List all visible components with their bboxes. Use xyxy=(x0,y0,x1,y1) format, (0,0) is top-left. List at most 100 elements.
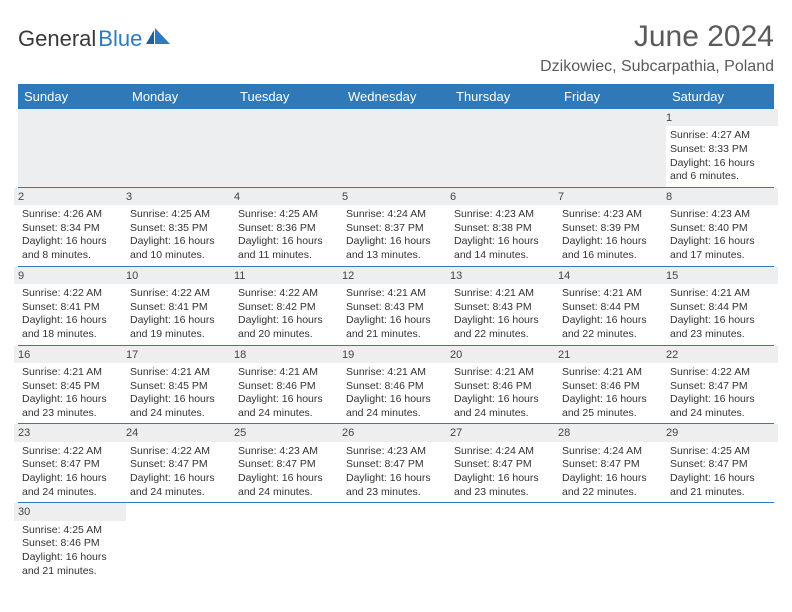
daylight-line: Daylight: 16 hours and 23 minutes. xyxy=(670,314,770,341)
day-info: Sunrise: 4:24 AMSunset: 8:47 PMDaylight:… xyxy=(450,444,558,503)
day-info: Sunrise: 4:26 AMSunset: 8:34 PMDaylight:… xyxy=(18,207,126,266)
daylight-line: Daylight: 16 hours and 23 minutes. xyxy=(346,472,446,499)
sunrise-line: Sunrise: 4:25 AM xyxy=(670,445,770,459)
sunrise-line: Sunrise: 4:24 AM xyxy=(454,445,554,459)
day-number: 8 xyxy=(662,188,778,205)
sunset-line: Sunset: 8:44 PM xyxy=(670,301,770,315)
daylight-line: Daylight: 16 hours and 24 minutes. xyxy=(22,472,122,499)
sunset-line: Sunset: 8:46 PM xyxy=(238,380,338,394)
day-info: Sunrise: 4:25 AMSunset: 8:36 PMDaylight:… xyxy=(234,207,342,266)
day-number: 3 xyxy=(122,188,238,205)
header: GeneralBlue June 2024 Dzikowiec, Subcarp… xyxy=(18,20,774,76)
sunset-line: Sunset: 8:47 PM xyxy=(130,458,230,472)
calendar-empty xyxy=(558,503,666,581)
calendar-day: 28Sunrise: 4:24 AMSunset: 8:47 PMDayligh… xyxy=(558,424,666,503)
day-info: Sunrise: 4:25 AMSunset: 8:46 PMDaylight:… xyxy=(18,523,126,582)
day-info: Sunrise: 4:21 AMSunset: 8:44 PMDaylight:… xyxy=(666,286,774,345)
calendar-empty xyxy=(558,109,666,187)
day-info: Sunrise: 4:22 AMSunset: 8:42 PMDaylight:… xyxy=(234,286,342,345)
sunrise-line: Sunrise: 4:22 AM xyxy=(22,445,122,459)
day-number: 6 xyxy=(446,188,562,205)
daylight-line: Daylight: 16 hours and 24 minutes. xyxy=(238,472,338,499)
day-info: Sunrise: 4:21 AMSunset: 8:46 PMDaylight:… xyxy=(342,365,450,424)
sunrise-line: Sunrise: 4:23 AM xyxy=(670,208,770,222)
sunrise-line: Sunrise: 4:24 AM xyxy=(346,208,446,222)
daylight-line: Daylight: 16 hours and 13 minutes. xyxy=(346,235,446,262)
sunrise-line: Sunrise: 4:21 AM xyxy=(454,366,554,380)
daylight-line: Daylight: 16 hours and 21 minutes. xyxy=(22,551,122,578)
calendar-day: 30Sunrise: 4:25 AMSunset: 8:46 PMDayligh… xyxy=(18,503,126,581)
logo-text-general: General xyxy=(18,26,96,52)
sunrise-line: Sunrise: 4:25 AM xyxy=(238,208,338,222)
daylight-line: Daylight: 16 hours and 16 minutes. xyxy=(562,235,662,262)
sunrise-line: Sunrise: 4:22 AM xyxy=(238,287,338,301)
sunset-line: Sunset: 8:41 PM xyxy=(22,301,122,315)
sunrise-line: Sunrise: 4:24 AM xyxy=(562,445,662,459)
sunrise-line: Sunrise: 4:21 AM xyxy=(238,366,338,380)
sunset-line: Sunset: 8:47 PM xyxy=(562,458,662,472)
sunset-line: Sunset: 8:46 PM xyxy=(346,380,446,394)
day-number: 16 xyxy=(14,346,130,363)
sunset-line: Sunset: 8:46 PM xyxy=(22,537,122,551)
calendar-week: 1Sunrise: 4:27 AMSunset: 8:33 PMDaylight… xyxy=(18,109,774,187)
day-number: 19 xyxy=(338,346,454,363)
weekday-header: Monday xyxy=(126,84,234,109)
sunrise-line: Sunrise: 4:22 AM xyxy=(130,287,230,301)
calendar-day: 25Sunrise: 4:23 AMSunset: 8:47 PMDayligh… xyxy=(234,424,342,503)
calendar-day: 6Sunrise: 4:23 AMSunset: 8:38 PMDaylight… xyxy=(450,187,558,266)
day-number: 2 xyxy=(14,188,130,205)
calendar-empty xyxy=(18,109,126,187)
calendar-week: 16Sunrise: 4:21 AMSunset: 8:45 PMDayligh… xyxy=(18,345,774,424)
day-info: Sunrise: 4:27 AMSunset: 8:33 PMDaylight:… xyxy=(666,128,774,187)
day-number: 24 xyxy=(122,424,238,441)
day-info: Sunrise: 4:22 AMSunset: 8:47 PMDaylight:… xyxy=(18,444,126,503)
calendar-day: 8Sunrise: 4:23 AMSunset: 8:40 PMDaylight… xyxy=(666,187,774,266)
sunrise-line: Sunrise: 4:22 AM xyxy=(22,287,122,301)
sunrise-line: Sunrise: 4:22 AM xyxy=(130,445,230,459)
day-number: 9 xyxy=(14,267,130,284)
calendar-empty xyxy=(234,109,342,187)
sunset-line: Sunset: 8:35 PM xyxy=(130,222,230,236)
weekday-header: Sunday xyxy=(18,84,126,109)
daylight-line: Daylight: 16 hours and 22 minutes. xyxy=(454,314,554,341)
weekday-header: Saturday xyxy=(666,84,774,109)
day-number: 12 xyxy=(338,267,454,284)
daylight-line: Daylight: 16 hours and 19 minutes. xyxy=(130,314,230,341)
day-number: 26 xyxy=(338,424,454,441)
sunrise-line: Sunrise: 4:27 AM xyxy=(670,129,770,143)
day-number: 10 xyxy=(122,267,238,284)
calendar-day: 19Sunrise: 4:21 AMSunset: 8:46 PMDayligh… xyxy=(342,345,450,424)
calendar-day: 21Sunrise: 4:21 AMSunset: 8:46 PMDayligh… xyxy=(558,345,666,424)
calendar-empty xyxy=(342,109,450,187)
flag-icon xyxy=(146,28,172,51)
weekday-header-row: SundayMondayTuesdayWednesdayThursdayFrid… xyxy=(18,84,774,109)
daylight-line: Daylight: 16 hours and 21 minutes. xyxy=(346,314,446,341)
sunrise-line: Sunrise: 4:23 AM xyxy=(454,208,554,222)
sunrise-line: Sunrise: 4:22 AM xyxy=(670,366,770,380)
sunrise-line: Sunrise: 4:23 AM xyxy=(238,445,338,459)
sunrise-line: Sunrise: 4:21 AM xyxy=(346,287,446,301)
sunset-line: Sunset: 8:47 PM xyxy=(670,380,770,394)
day-number: 17 xyxy=(122,346,238,363)
day-number: 25 xyxy=(230,424,346,441)
sunset-line: Sunset: 8:46 PM xyxy=(454,380,554,394)
calendar-day: 24Sunrise: 4:22 AMSunset: 8:47 PMDayligh… xyxy=(126,424,234,503)
day-info: Sunrise: 4:22 AMSunset: 8:41 PMDaylight:… xyxy=(18,286,126,345)
day-number: 22 xyxy=(662,346,778,363)
day-info: Sunrise: 4:23 AMSunset: 8:38 PMDaylight:… xyxy=(450,207,558,266)
day-info: Sunrise: 4:21 AMSunset: 8:43 PMDaylight:… xyxy=(342,286,450,345)
calendar-day: 12Sunrise: 4:21 AMSunset: 8:43 PMDayligh… xyxy=(342,266,450,345)
calendar-day: 9Sunrise: 4:22 AMSunset: 8:41 PMDaylight… xyxy=(18,266,126,345)
day-number: 23 xyxy=(14,424,130,441)
sunrise-line: Sunrise: 4:21 AM xyxy=(670,287,770,301)
calendar-day: 13Sunrise: 4:21 AMSunset: 8:43 PMDayligh… xyxy=(450,266,558,345)
sunset-line: Sunset: 8:47 PM xyxy=(454,458,554,472)
calendar-week: 23Sunrise: 4:22 AMSunset: 8:47 PMDayligh… xyxy=(18,424,774,503)
daylight-line: Daylight: 16 hours and 23 minutes. xyxy=(454,472,554,499)
calendar-day: 22Sunrise: 4:22 AMSunset: 8:47 PMDayligh… xyxy=(666,345,774,424)
sunrise-line: Sunrise: 4:23 AM xyxy=(562,208,662,222)
calendar-day: 1Sunrise: 4:27 AMSunset: 8:33 PMDaylight… xyxy=(666,109,774,187)
day-info: Sunrise: 4:24 AMSunset: 8:47 PMDaylight:… xyxy=(558,444,666,503)
daylight-line: Daylight: 16 hours and 20 minutes. xyxy=(238,314,338,341)
sunset-line: Sunset: 8:47 PM xyxy=(238,458,338,472)
